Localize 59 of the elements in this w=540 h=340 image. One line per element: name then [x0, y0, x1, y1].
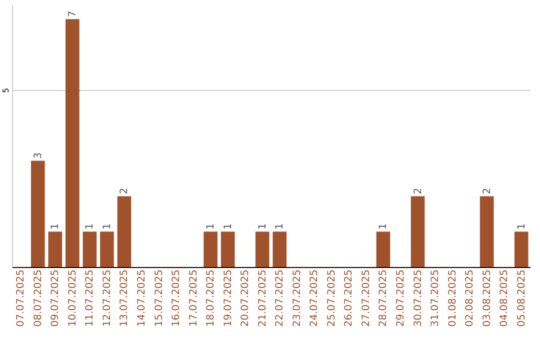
bar: [30, 160, 45, 267]
x-tick-label: 30.07.2025: [412, 270, 424, 327]
x-tick-label: 23.07.2025: [292, 270, 303, 327]
x-tick-label: 01.08.2025: [447, 270, 458, 327]
data-label: 1: [257, 223, 268, 230]
x-tick-label: 12.07.2025: [102, 270, 113, 327]
bar: [48, 232, 62, 267]
data-label: 7: [67, 10, 78, 18]
x-tick-label: 11.07.2025: [84, 270, 96, 327]
bar: [220, 232, 235, 267]
bar: [514, 232, 528, 267]
x-tick-label: 21.07.2025: [257, 270, 268, 327]
data-label: 1: [50, 223, 62, 230]
x-tick-label: 29.07.2025: [396, 270, 406, 327]
x-tick-label: 07.07.2025: [16, 270, 27, 327]
bar: [66, 19, 80, 267]
x-tick-label: 22.07.2025: [274, 270, 286, 327]
y-tick-label: 5: [2, 88, 10, 94]
x-tick-label: 19.07.2025: [222, 270, 234, 327]
x-tick-label: 27.07.2025: [360, 270, 372, 327]
bar: [272, 232, 287, 267]
bar: [480, 196, 494, 267]
x-tick-label: 03.08.2025: [482, 270, 493, 327]
bar: [82, 232, 97, 267]
x-tick-label: 20.07.2025: [240, 270, 252, 327]
x-tick-label: 28.07.2025: [378, 270, 390, 327]
x-tick-label: 16.07.2025: [171, 270, 182, 327]
bar: [255, 232, 270, 267]
x-tick-label: 18.07.2025: [206, 270, 217, 327]
x-tick-label: 10.07.2025: [67, 270, 78, 327]
data-label: 1: [84, 223, 96, 230]
data-label: 1: [516, 223, 528, 230]
x-tick-label: 17.07.2025: [188, 270, 200, 327]
x-tick-label: 24.07.2025: [309, 270, 320, 327]
data-label: 1: [274, 223, 286, 230]
data-label: 1: [102, 223, 113, 230]
x-tick-label: 25.07.2025: [326, 270, 338, 327]
x-tick-label: 31.07.2025: [430, 270, 442, 327]
data-label: 2: [482, 188, 493, 194]
bar: [376, 232, 390, 267]
x-tick-label: 13.07.2025: [119, 270, 130, 327]
data-label: 2: [119, 188, 130, 194]
x-tick-label: 04.08.2025: [499, 270, 510, 327]
bar: [410, 196, 425, 267]
x-tick-label: 08.07.2025: [32, 270, 44, 327]
data-label: 2: [412, 188, 424, 194]
bar: [117, 196, 132, 267]
bar: [100, 232, 114, 267]
x-tick-label: 05.08.2025: [516, 270, 528, 327]
x-tick-label: 26.07.2025: [344, 270, 355, 327]
bar: [204, 232, 218, 267]
x-tick-label: 02.08.2025: [464, 270, 476, 327]
data-label: 3: [32, 152, 44, 159]
data-label: 1: [378, 223, 390, 230]
data-label: 1: [222, 223, 234, 230]
x-tick-label: 14.07.2025: [136, 270, 148, 327]
x-tick-label: 09.07.2025: [50, 270, 62, 327]
x-tick-label: 15.07.2025: [154, 270, 165, 327]
data-label: 1: [206, 223, 217, 230]
